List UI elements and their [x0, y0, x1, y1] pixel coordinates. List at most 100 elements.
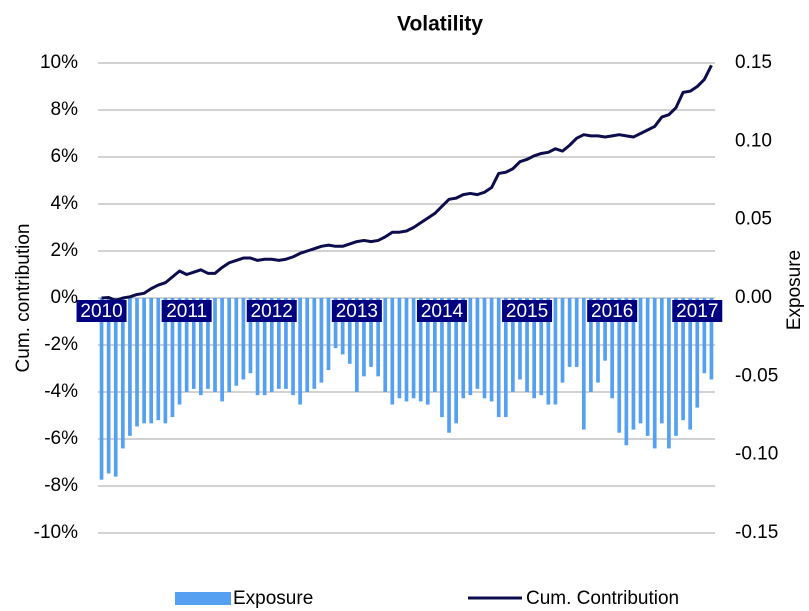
- bar: [454, 298, 458, 424]
- y-tick-label: -4%: [44, 381, 78, 402]
- y-tick-label: 2%: [51, 240, 79, 261]
- bar: [695, 298, 700, 408]
- bar: [347, 298, 352, 364]
- bar: [631, 298, 636, 430]
- bar: [269, 298, 274, 392]
- bar: [624, 298, 629, 446]
- bar: [482, 298, 487, 399]
- bar: [206, 298, 210, 389]
- bar: [674, 298, 678, 436]
- y2-axis-label: Exposure: [784, 250, 805, 330]
- bar: [170, 298, 175, 418]
- bar: [709, 298, 714, 380]
- bar: [645, 298, 650, 436]
- bar: [667, 298, 671, 449]
- bar: [333, 298, 338, 349]
- bar: [390, 298, 395, 405]
- x-label-box: [587, 300, 638, 322]
- bar: [681, 298, 685, 421]
- bar: [305, 298, 310, 392]
- bar: [496, 298, 501, 418]
- bar: [234, 298, 239, 386]
- bar: [241, 298, 246, 380]
- chart-title: Volatility: [397, 13, 483, 36]
- bar: [546, 298, 551, 405]
- y2-tick-label: -0.10: [735, 444, 778, 465]
- x-tick-label: 2012: [251, 301, 293, 322]
- x-label-box: [416, 300, 467, 322]
- bar: [227, 298, 232, 392]
- bar: [702, 298, 707, 374]
- bar: [688, 298, 693, 430]
- bar: [177, 298, 182, 405]
- y2-tick-label: -0.05: [735, 365, 778, 386]
- bar: [638, 298, 643, 424]
- bar: [440, 298, 444, 418]
- bar: [326, 298, 331, 371]
- x-tick-label: 2016: [591, 301, 633, 322]
- bar: [277, 298, 281, 389]
- x-tick-label: 2010: [80, 301, 122, 322]
- bar: [383, 298, 388, 392]
- y-axis-label: Cum. contribution: [13, 224, 34, 373]
- x-tick-label: 2013: [336, 301, 378, 322]
- bar: [120, 298, 125, 449]
- bar: [468, 298, 473, 396]
- bar: [518, 298, 522, 380]
- bar: [659, 298, 664, 424]
- bar: [362, 298, 366, 377]
- bar: [163, 298, 168, 424]
- bar: [198, 298, 203, 396]
- y-tick-label: -6%: [44, 428, 78, 449]
- y-tick-label: -8%: [44, 475, 78, 496]
- bar: [376, 298, 380, 377]
- y-tick-label: 0%: [51, 287, 79, 308]
- bar: [397, 298, 402, 399]
- y2-tick-label: 0.10: [735, 130, 772, 151]
- bar: [284, 298, 288, 389]
- bar: [418, 298, 423, 402]
- bar: [475, 298, 480, 389]
- bar: [581, 298, 586, 430]
- y2-tick-label: 0.15: [735, 52, 772, 73]
- bar: [142, 298, 146, 424]
- x-label-box: [502, 300, 553, 322]
- x-tick-label: 2011: [166, 301, 207, 322]
- x-label-box: [76, 300, 127, 322]
- legend-swatch: [175, 592, 231, 605]
- bar: [99, 298, 104, 480]
- y-tick-label: 8%: [51, 99, 79, 120]
- bar: [298, 298, 302, 405]
- bar: [191, 298, 196, 389]
- bar: [461, 298, 466, 399]
- bar: [553, 298, 558, 405]
- bar: [312, 298, 317, 389]
- bar: [220, 298, 224, 402]
- bar: [617, 298, 622, 433]
- bar: [291, 298, 295, 396]
- bar: [355, 298, 359, 392]
- bar: [411, 298, 416, 399]
- y-tick-label: -10%: [34, 522, 78, 543]
- bar: [135, 298, 139, 427]
- bar: [369, 298, 373, 367]
- bar: [404, 298, 409, 402]
- bar: [560, 298, 565, 383]
- bar: [213, 298, 217, 392]
- bar: [589, 298, 593, 392]
- marks: [99, 64, 714, 480]
- bar: [503, 298, 508, 418]
- bar: [489, 298, 494, 402]
- y2-tick-label: 0.05: [735, 209, 772, 230]
- bar: [610, 298, 615, 399]
- y-tick-label: 6%: [51, 146, 79, 167]
- y2-tick-label: -0.15: [735, 522, 778, 543]
- bar: [319, 298, 324, 383]
- bar: [574, 298, 579, 367]
- bar: [433, 298, 437, 392]
- bar: [447, 298, 451, 433]
- y2-tick-label: 0.00: [735, 287, 772, 308]
- x-tick-label: 2014: [421, 301, 464, 322]
- x-tick-label: 2017: [676, 301, 718, 322]
